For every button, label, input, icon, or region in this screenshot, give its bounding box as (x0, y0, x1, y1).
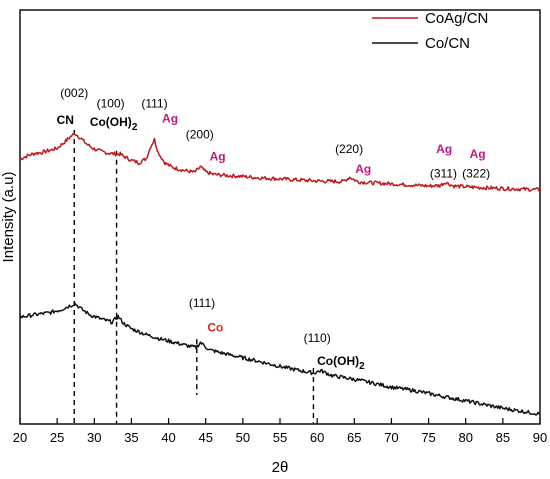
x-tick-label: 20 (13, 430, 27, 445)
annotation-text: (311) (430, 166, 457, 180)
legend-label-co-cn: Co/CN (425, 35, 470, 52)
annotation-text: (322) (462, 166, 490, 180)
annotation-label: Ag (436, 142, 452, 156)
annotation-label: (111) (141, 96, 167, 110)
annotation-label: Ag (162, 112, 178, 126)
annotation-text: (110) (304, 331, 331, 345)
annotation-text: CN (57, 113, 74, 127)
annotation-label: Ag (355, 162, 371, 176)
x-tick-label: 55 (273, 430, 287, 445)
annotation-label: (100) (97, 96, 125, 110)
x-tick-label: 70 (384, 430, 398, 445)
x-tick-label: 40 (161, 430, 175, 445)
annotation-text: Ag (470, 147, 486, 161)
x-tick-label: 50 (236, 430, 250, 445)
annotation-text: (100) (97, 96, 125, 110)
annotation-label: (220) (335, 142, 363, 156)
reference-lines (73, 130, 315, 424)
annotations: (002)CN(100)Co(OH)2(111)Ag(200)Ag(220)Ag… (57, 86, 490, 372)
plot-frame (19, 9, 541, 425)
x-tick-label: 25 (50, 430, 64, 445)
annotation-text: Co(OH) (90, 115, 132, 129)
annotation-text: Co(OH) (317, 354, 359, 368)
series-line-coag-cn (19, 132, 541, 192)
annotation-label: (002) (60, 86, 88, 100)
annotation-text: Ag (210, 150, 226, 164)
annotation-text: (220) (335, 142, 363, 156)
x-axis-ticks: 20 25 30 35 40 45 50 55 60 65 70 75 80 85 90 (13, 418, 547, 445)
y-axis-title: Intensity (a.u) (0, 172, 17, 263)
x-tick-label: 45 (198, 430, 212, 445)
annotation-label: Co(OH)2 (90, 115, 138, 133)
x-tick-label: 90 (533, 430, 547, 445)
x-tick-label: 75 (421, 430, 435, 445)
annotation-label: (311) (430, 166, 457, 180)
annotation-label: Ag (210, 150, 226, 164)
annotation-label: (200) (186, 127, 214, 141)
annotation-text: Co (207, 321, 223, 335)
annotation-label: (110) (304, 331, 331, 345)
annotation-text: Ag (436, 142, 452, 156)
x-tick-label: 35 (124, 430, 138, 445)
legend-label-coag-cn: CoAg/CN (425, 10, 488, 27)
annotation-text: (002) (60, 86, 88, 100)
series-line-co-cn (19, 302, 541, 416)
x-tick-label: 80 (458, 430, 472, 445)
annotation-label: (322) (462, 166, 490, 180)
x-tick-label: 65 (347, 430, 361, 445)
annotation-text: (111) (141, 96, 167, 110)
annotation-label: Ag (470, 147, 486, 161)
annotation-text: (111) (189, 296, 215, 310)
x-axis-title: 2θ (272, 459, 289, 476)
annotation-subscript: 2 (359, 361, 365, 372)
annotation-subscript: 2 (132, 122, 138, 133)
x-tick-label: 60 (310, 430, 324, 445)
annotation-text: Ag (162, 112, 178, 126)
annotation-label: Co (207, 321, 223, 335)
series-layer (19, 132, 541, 416)
annotation-label: CN (57, 113, 74, 127)
x-tick-label: 30 (87, 430, 101, 445)
annotation-text: (200) (186, 127, 214, 141)
legend: CoAg/CN Co/CN (372, 10, 488, 52)
annotation-label: Co(OH)2 (317, 354, 365, 372)
annotation-text: Ag (355, 162, 371, 176)
annotation-label: (111) (189, 296, 215, 310)
x-tick-label: 85 (496, 430, 510, 445)
